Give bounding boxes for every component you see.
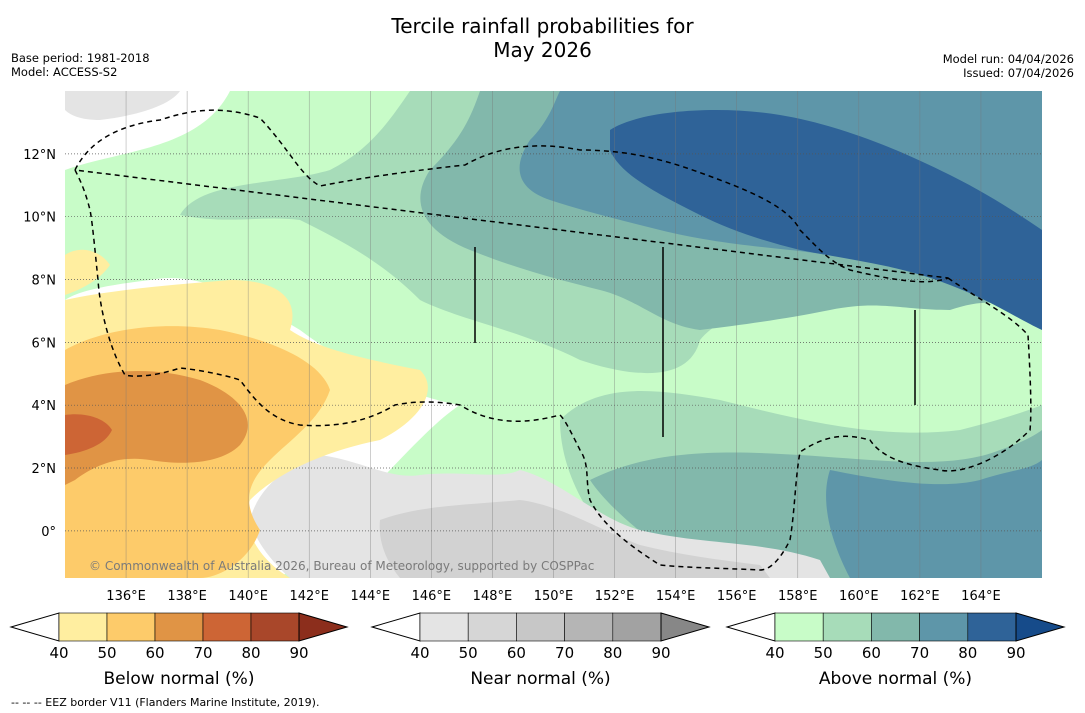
colorbar-high-triangle: [1015, 612, 1066, 642]
colorbar-tick-label: 70: [555, 644, 574, 662]
copyright-notice: © Commonwealth of Australia 2026, Bureau…: [89, 559, 594, 573]
x-tick-label: 154°E: [656, 589, 696, 604]
x-tick-label: 158°E: [778, 589, 818, 604]
issued-date: Issued: 07/04/2026: [963, 66, 1074, 80]
base-period-info: Base period: 1981-2018 Model: ACCESS-S2: [11, 51, 150, 79]
colorbar-tick-label: 60: [862, 644, 881, 662]
colorbar-swatch: [871, 612, 920, 642]
colorbar-high-triangle: [660, 612, 711, 642]
y-tick-label: 0°: [41, 525, 56, 540]
colorbar-swatch: [564, 612, 614, 642]
colorbar-swatch: [106, 612, 156, 642]
colorbar-below: 40 50 60 70 80 90 Below normal (%): [9, 612, 349, 689]
colorbar-swatch: [822, 612, 872, 642]
near-normal-north: [65, 91, 180, 120]
eez-border: [73, 109, 1032, 571]
below-40-patch: [65, 249, 110, 295]
x-tick-label: 140°E: [228, 589, 268, 604]
colorbar-near: 40 50 60 70 80 90 Near normal (%): [370, 612, 711, 689]
above-70-region-south: [826, 460, 1042, 578]
colorbar-high-triangle: [298, 612, 349, 642]
colorbar-title: Near normal (%): [470, 669, 610, 689]
colorbar-tick-label: 90: [289, 644, 308, 662]
colorbar-above: 40 50 60 70 80 90 Above normal (%): [725, 612, 1066, 689]
colorbar-tick-label: 40: [410, 644, 429, 662]
colorbar-tick-label: 80: [958, 644, 977, 662]
colorbar-swatch: [467, 612, 517, 642]
y-tick-label: 2°N: [32, 462, 57, 477]
colorbar-title: Above normal (%): [819, 669, 972, 689]
colorbar-tick-label: 80: [603, 644, 622, 662]
x-tick-label: 162°E: [900, 589, 940, 604]
colorbar-swatch: [774, 612, 824, 642]
below-70-region: [65, 414, 112, 455]
colorbar-tick-label: 40: [765, 644, 784, 662]
colorbar-low-triangle: [9, 612, 60, 642]
colorbar-swatch: [250, 612, 300, 642]
colorbar-tick-label: 50: [814, 644, 833, 662]
x-tick-label: 146°E: [412, 589, 452, 604]
colorbar-tick-label: 90: [1006, 644, 1025, 662]
colorbars: 40 50 60 70 80 90 Below normal (%) 40 50 60 70 80 90…: [9, 612, 1066, 689]
chart-title: Tercile rainfall probabilities for May 2…: [0, 14, 1085, 62]
colorbar-tick-label: 40: [49, 644, 68, 662]
colorbar-swatch: [967, 612, 1017, 642]
y-axis-ticks: 0° 2°N 4°N 6°N 8°N 10°N 12°N: [23, 148, 56, 540]
x-tick-label: 150°E: [534, 589, 574, 604]
colorbar-tick-label: 70: [193, 644, 212, 662]
colorbar-tick-label: 50: [459, 644, 478, 662]
y-tick-label: 8°N: [32, 274, 57, 289]
x-tick-label: 164°E: [961, 589, 1001, 604]
colorbar-tick-label: 70: [910, 644, 929, 662]
eez-border-east: [73, 169, 1032, 571]
land-features: [474, 247, 916, 437]
chart-title-line1: Tercile rainfall probabilities for: [391, 14, 694, 38]
y-tick-label: 12°N: [23, 148, 56, 163]
chart-title-line2: May 2026: [493, 38, 592, 62]
x-tick-label: 148°E: [473, 589, 513, 604]
y-tick-label: 6°N: [32, 336, 57, 351]
colorbar-swatch: [919, 612, 969, 642]
colorbar-swatch: [202, 612, 252, 642]
model-run: Model run: 04/04/2026: [942, 52, 1074, 66]
below-60-region: [65, 370, 248, 485]
colorbar-tick-label: 60: [145, 644, 164, 662]
colorbar-swatch: [58, 612, 108, 642]
above-80-region: [610, 110, 1042, 330]
colorbar-tick-label: 90: [651, 644, 670, 662]
x-tick-label: 142°E: [289, 589, 329, 604]
colorbar-tick-label: 80: [241, 644, 260, 662]
colorbar-title: Below normal (%): [104, 669, 255, 689]
x-tick-label: 136°E: [106, 589, 146, 604]
colorbar-low-triangle: [725, 612, 776, 642]
colorbar-swatch: [516, 612, 565, 642]
model-run-info: Model run: 04/04/2026 Issued: 07/04/2026: [943, 52, 1074, 80]
colorbar-tick-label: 60: [507, 644, 526, 662]
colorbar-swatch: [612, 612, 662, 642]
model-name: Model: ACCESS-S2: [11, 65, 118, 79]
x-tick-label: 160°E: [839, 589, 879, 604]
base-period: Base period: 1981-2018: [11, 51, 150, 65]
colorbar-swatch: [419, 612, 469, 642]
x-tick-label: 138°E: [167, 589, 207, 604]
colorbar-low-triangle: [370, 612, 421, 642]
y-tick-label: 4°N: [32, 399, 57, 414]
colorbar-tick-label: 50: [97, 644, 116, 662]
x-tick-label: 144°E: [351, 589, 391, 604]
colorbar-swatch: [154, 612, 204, 642]
x-axis-ticks: 136°E 138°E 140°E 142°E 144°E 146°E 148°E 150°E…: [106, 589, 1000, 604]
x-tick-label: 156°E: [717, 589, 757, 604]
near-normal-50-region: [379, 500, 770, 578]
grid-lines: [65, 91, 1042, 578]
eez-border-west: [74, 109, 949, 283]
x-tick-label: 152°E: [595, 589, 635, 604]
eez-footnote: -- -- -- EEZ border V11 (Flanders Marine…: [11, 696, 320, 709]
y-tick-label: 10°N: [23, 211, 56, 226]
